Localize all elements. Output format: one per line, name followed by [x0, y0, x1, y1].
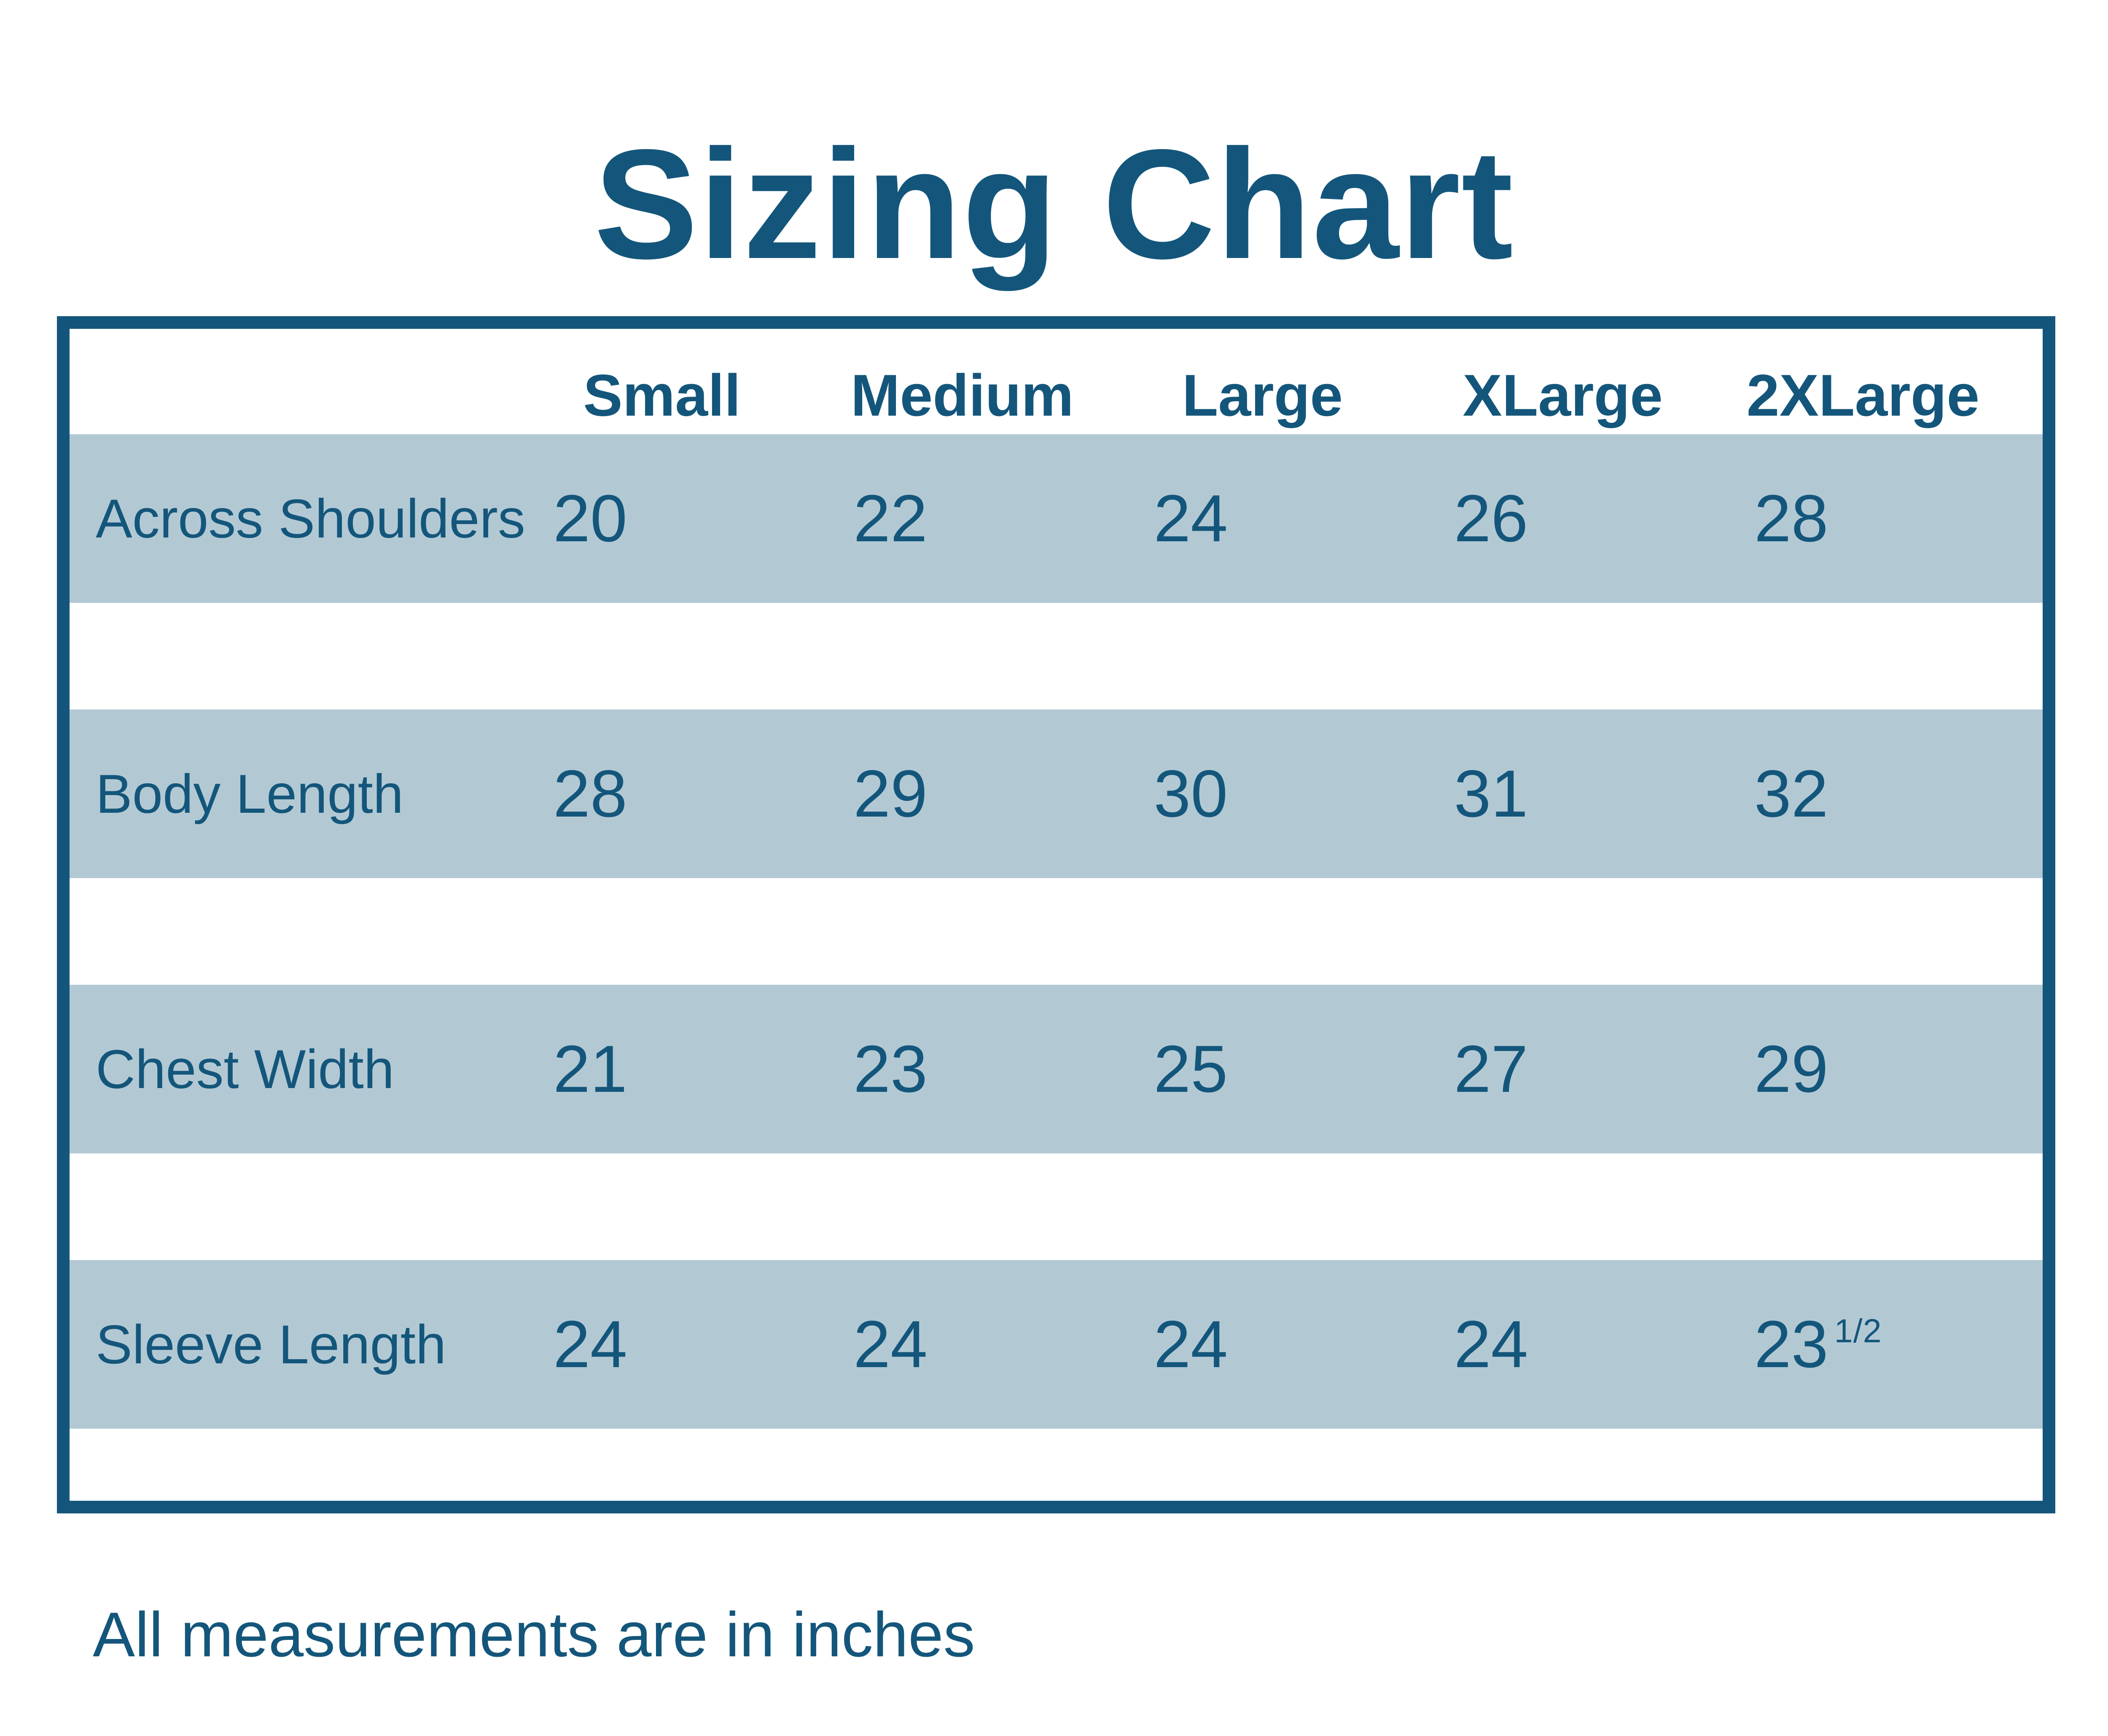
row-label: Sleeve Length	[96, 1313, 446, 1375]
table-cell: 28	[553, 757, 627, 831]
table-cell: 27	[1454, 1032, 1528, 1106]
table-cell: 24	[1454, 1307, 1528, 1381]
table-cell: 23 1/2	[1742, 1311, 2043, 1378]
sizing-table: Small Medium Large XLarge 2XLarge Across…	[57, 316, 2055, 1513]
row-label: Body Length	[96, 763, 404, 825]
column-header-large: Large	[1182, 362, 1343, 428]
cell-value: 23	[1754, 1307, 1828, 1381]
table-cell: 23	[853, 1032, 928, 1106]
page-title: Sizing Chart	[594, 117, 1514, 291]
table-cell: 30	[1153, 757, 1228, 831]
table-cell: 24	[553, 1307, 627, 1381]
table-cell: 24	[1153, 481, 1228, 556]
table-row-chest-width: Chest Width 21 23 25 27 29	[70, 985, 2043, 1153]
table-cell: 32	[1754, 757, 1828, 831]
table-cell: 21	[553, 1032, 627, 1106]
table-cell: 22	[853, 481, 928, 556]
row-label: Across Shoulders	[96, 487, 525, 549]
column-header-small: Small	[583, 362, 741, 428]
table-row-body-length: Body Length 28 29 30 31 32	[70, 709, 2043, 878]
table-cell: 28	[1754, 481, 1828, 556]
row-spacer	[70, 878, 2043, 985]
footnote: All measurements are in inches	[93, 1599, 975, 1670]
column-header-xlarge: XLarge	[1463, 362, 1663, 428]
table-cell: 20	[553, 481, 627, 556]
table-row-across-shoulders: Across Shoulders 20 22 24 26 28	[70, 434, 2043, 603]
table-cell: 24	[853, 1307, 928, 1381]
table-cell: 24	[1153, 1307, 1228, 1381]
table-row-sleeve-length: Sleeve Length 24 24 24 24 23 1/2	[70, 1260, 2043, 1429]
table-header-row: Small Medium Large XLarge 2XLarge	[70, 329, 2043, 434]
table-cell: 31	[1454, 757, 1528, 831]
column-header-medium: Medium	[850, 362, 1074, 428]
table-cell: 29	[1754, 1032, 1828, 1106]
table-cell: 25	[1153, 1032, 1228, 1106]
row-spacer	[70, 1153, 2043, 1260]
column-header-2xlarge: 2XLarge	[1746, 362, 1980, 428]
row-spacer	[70, 603, 2043, 709]
table-cell: 29	[853, 757, 928, 831]
fraction-superscript: 1/2	[1834, 1311, 1882, 1349]
table-cell: 26	[1454, 481, 1528, 556]
row-label: Chest Width	[96, 1038, 395, 1100]
